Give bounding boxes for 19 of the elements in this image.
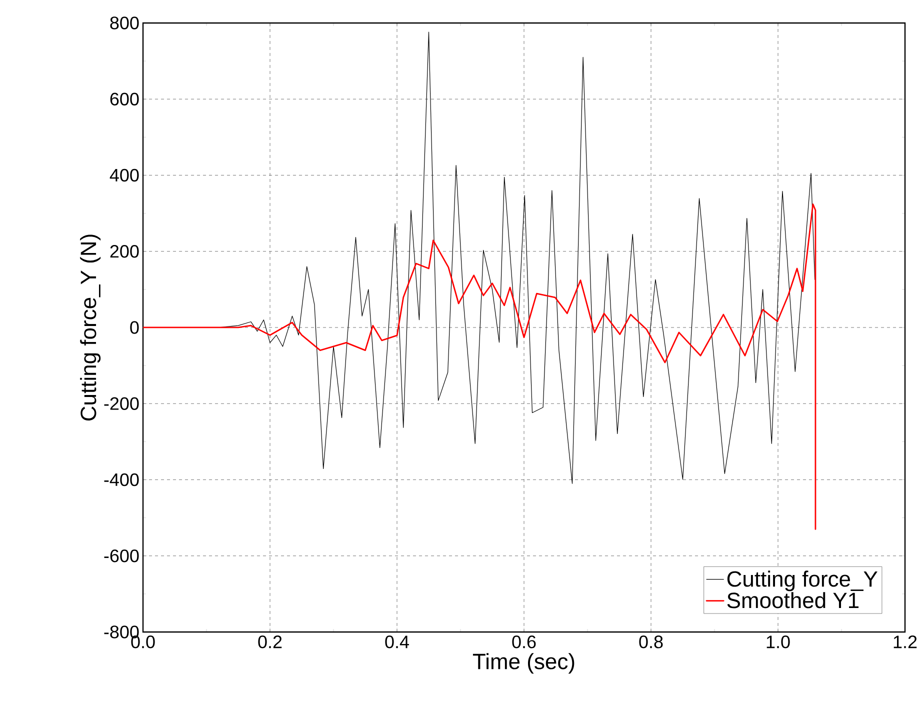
y-tick-label: 0	[130, 321, 139, 334]
x-tick-label: 0.6	[512, 636, 536, 648]
legend-label: Smoothed Y1	[727, 592, 859, 608]
y-tick-label: -200	[104, 397, 139, 410]
x-tick-label: 1.0	[766, 636, 790, 648]
x-tick-label: 0.2	[258, 636, 282, 648]
x-tick-label: 0.8	[639, 636, 663, 648]
y-tick-label: 400	[110, 168, 139, 182]
y-tick-label: 800	[110, 16, 139, 30]
y-tick-label: 200	[110, 244, 139, 258]
x-axis-title: Time (sec)	[472, 653, 574, 674]
y-tick-label: -400	[104, 473, 139, 486]
y-axis-title: Cutting force_Y (N)	[80, 234, 101, 421]
y-tick-label: 600	[110, 92, 139, 106]
x-tick-label: 0.4	[385, 636, 409, 648]
x-tick-label: 1.2	[894, 636, 917, 648]
y-tick-label: -600	[104, 549, 139, 562]
line-series	[143, 203, 816, 530]
legend-label: Cutting force_Y	[727, 570, 878, 592]
